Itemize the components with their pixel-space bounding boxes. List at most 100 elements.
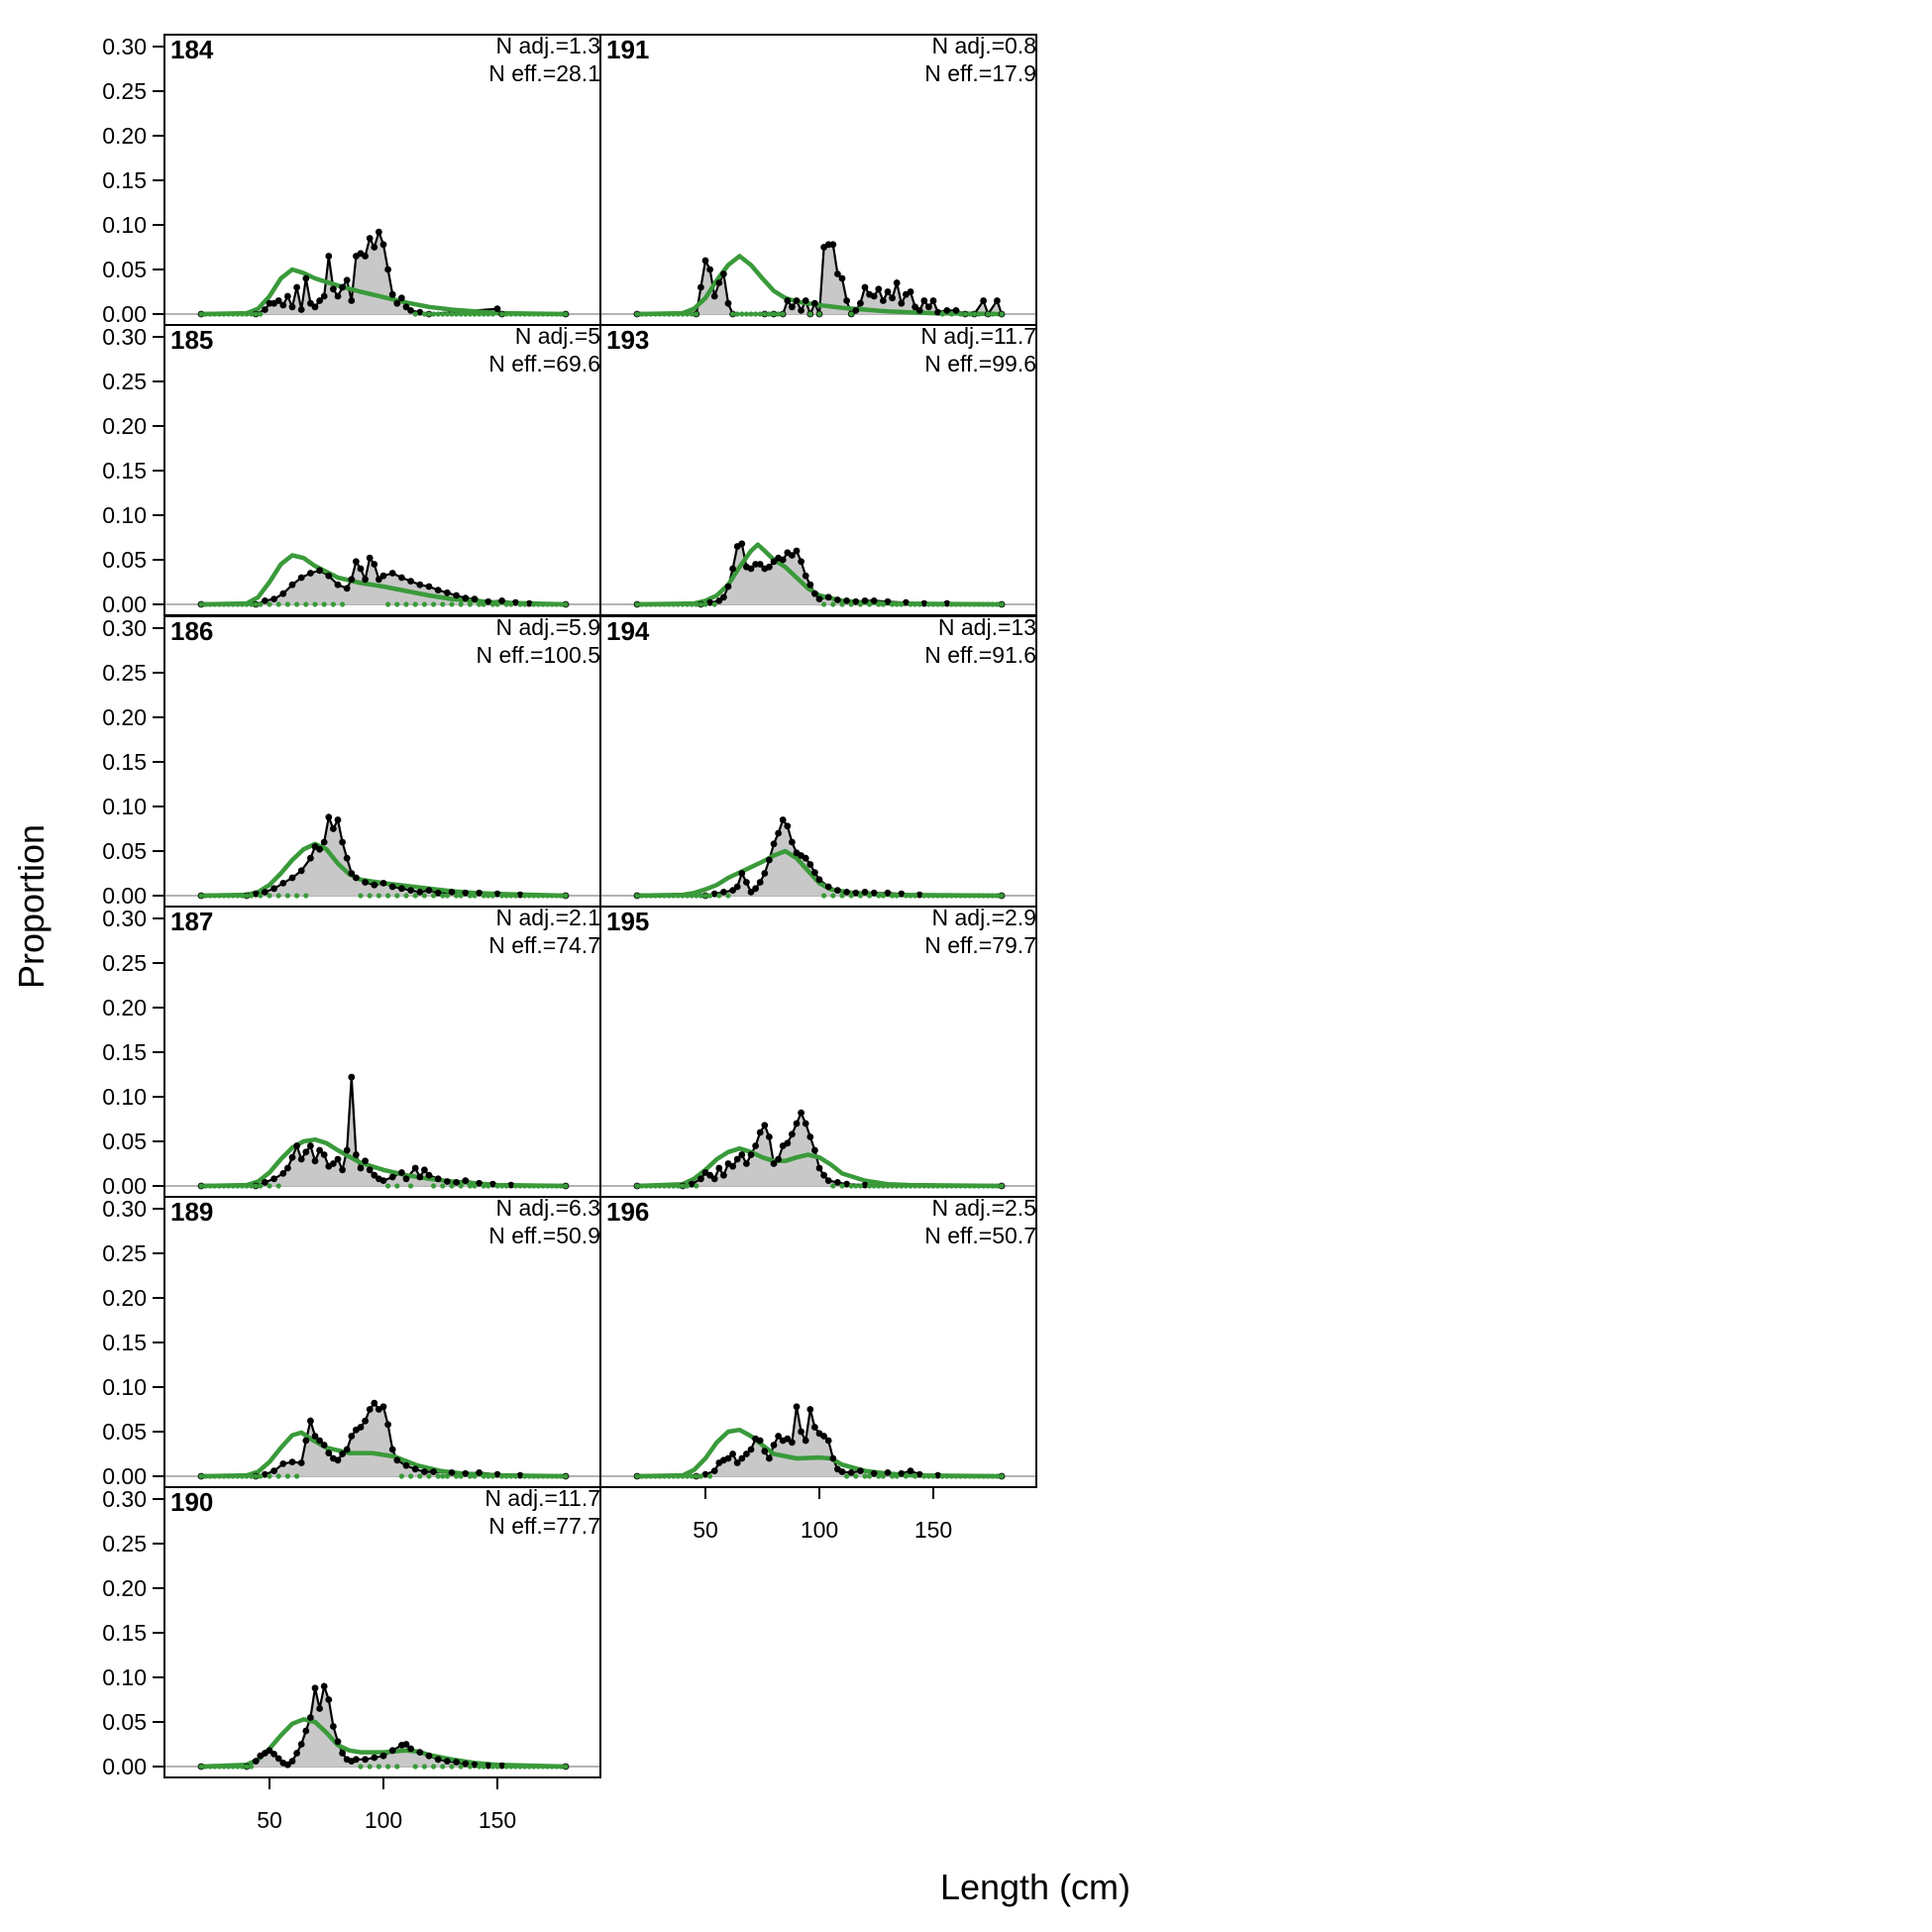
- observed-point: [476, 1469, 483, 1476]
- observed-point: [907, 288, 914, 295]
- expected-point: [890, 601, 896, 607]
- observed-point: [766, 1454, 773, 1462]
- observed-point: [402, 1175, 410, 1183]
- expected-point: [948, 893, 955, 899]
- expected-point: [976, 311, 982, 317]
- panel-187: 187 N adj.=2.1N eff.=74.7 0.00 0.05 0.10 0.15…: [102, 905, 601, 1199]
- observed-point: [398, 885, 405, 893]
- observed-point: [870, 292, 878, 300]
- panel-id-label: 185: [170, 325, 213, 355]
- expected-point: [953, 1183, 959, 1189]
- expected-point: [990, 893, 996, 899]
- expected-point: [489, 601, 495, 607]
- expected-point: [540, 311, 546, 317]
- n-eff-label: N eff.=91.6: [924, 642, 1036, 668]
- observed-point: [339, 838, 346, 846]
- expected-point: [953, 1473, 959, 1479]
- y-tick-label: 0.05: [102, 1709, 147, 1735]
- expected-point: [517, 601, 523, 607]
- observed-point: [453, 1759, 460, 1766]
- observed-point: [288, 874, 296, 882]
- observed-point: [330, 285, 337, 293]
- observed-point: [297, 867, 305, 875]
- observed-point: [811, 1424, 818, 1431]
- observed-point: [402, 303, 410, 311]
- observed-point: [348, 576, 356, 584]
- observed-point: [307, 854, 314, 862]
- expected-point: [207, 1764, 213, 1770]
- observed-point: [302, 1727, 310, 1735]
- expected-point: [981, 601, 987, 607]
- expected-point: [730, 311, 736, 317]
- expected-point: [971, 311, 978, 317]
- observed-point: [402, 1741, 410, 1748]
- expected-point: [512, 893, 519, 899]
- expected-point: [985, 1183, 991, 1189]
- expected-point: [554, 1183, 560, 1189]
- expected-point: [554, 311, 560, 317]
- expected-point: [385, 893, 391, 899]
- expected-point: [358, 1764, 364, 1770]
- observed-point: [262, 1179, 268, 1186]
- expected-point: [916, 601, 922, 607]
- expected-point: [244, 1764, 250, 1770]
- expected-point: [216, 311, 222, 317]
- observed-point: [793, 1120, 801, 1127]
- expected-point: [880, 893, 887, 899]
- expected-point: [230, 311, 236, 317]
- expected-point: [994, 1183, 1001, 1189]
- observed-point: [444, 1758, 451, 1765]
- expected-point: [867, 1473, 873, 1479]
- expected-point: [639, 893, 645, 899]
- expected-point: [531, 1473, 537, 1479]
- expected-point: [485, 311, 491, 317]
- expected-point: [689, 893, 695, 899]
- expected-point: [440, 311, 446, 317]
- expected-point: [853, 1473, 859, 1479]
- expected-point: [903, 1183, 910, 1189]
- expected-point: [857, 893, 864, 899]
- observed-point: [416, 1749, 424, 1756]
- observed-point: [316, 845, 323, 853]
- observed-fill: [201, 558, 566, 604]
- observed-point: [316, 567, 323, 575]
- y-tick-label: 0.30: [102, 615, 147, 641]
- observed-point: [270, 885, 277, 893]
- y-tick-label: 0.30: [102, 1196, 147, 1222]
- expected-point: [522, 1764, 528, 1770]
- expected-point: [939, 601, 945, 607]
- observed-point: [348, 870, 356, 877]
- expected-point: [549, 893, 555, 899]
- expected-point: [435, 311, 441, 317]
- observed-point: [852, 597, 860, 605]
- expected-point: [563, 311, 569, 317]
- expected-point: [239, 1473, 245, 1479]
- expected-point: [508, 311, 514, 317]
- expected-point: [258, 1183, 264, 1189]
- expected-point: [458, 1473, 464, 1479]
- observed-point: [793, 297, 801, 304]
- observed-point: [834, 596, 841, 603]
- observed-point: [444, 1178, 451, 1185]
- expected-point: [939, 311, 945, 317]
- expected-point: [467, 1764, 473, 1770]
- expected-point: [249, 893, 255, 899]
- expected-point: [648, 893, 654, 899]
- observed-point: [434, 889, 442, 897]
- expected-point: [522, 601, 528, 607]
- observed-point: [307, 570, 314, 577]
- observed-point: [898, 1469, 906, 1477]
- observed-point: [371, 1399, 378, 1407]
- observed-point: [838, 274, 846, 282]
- observed-point: [362, 1417, 369, 1425]
- observed-point: [262, 1470, 268, 1478]
- observed-point: [279, 590, 287, 597]
- expected-point: [643, 1183, 649, 1189]
- observed-point: [252, 890, 260, 898]
- observed-point: [407, 887, 414, 894]
- expected-point: [685, 1183, 691, 1189]
- expected-point: [477, 1764, 483, 1770]
- expected-point: [634, 601, 640, 607]
- expected-point: [958, 311, 964, 317]
- expected-point: [398, 1473, 404, 1479]
